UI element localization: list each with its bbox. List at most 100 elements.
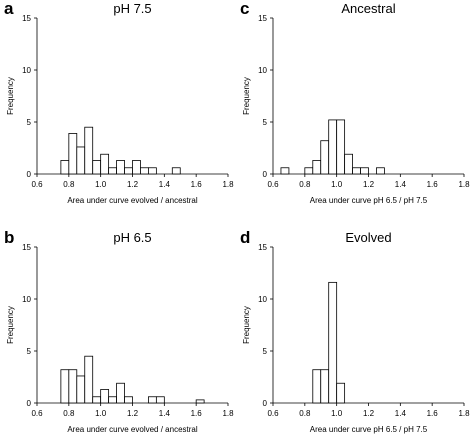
y-tick-label: 15 [22,243,31,252]
x-tick-label: 1.6 [191,180,203,189]
x-tick-label: 1.2 [363,409,375,418]
histogram-bar [328,119,338,175]
x-tick-label: 0.8 [299,180,311,189]
x-tick-label: 1.4 [395,409,407,418]
x-tick-label: 1.8 [222,180,234,189]
x-tick-label: 1.2 [127,409,139,418]
y-tick-label: 5 [263,118,268,127]
x-tick-label: 0.6 [267,180,279,189]
panel-letter: a [4,0,14,18]
y-tick-label: 5 [27,347,32,356]
histogram-bar [344,153,353,175]
y-tick-label: 0 [27,170,32,179]
panel-b: b pH 6.5 0.6 0.8 1.0 1.2 1.4 1.6 1.8 0 5 10 15 Area u… [4,228,234,434]
x-axis-label: Area under curve pH 6.5 / pH 7.5 [310,196,428,205]
x-axis-label: Area under curve evolved / ancestral [67,425,198,434]
histogram-bar [108,167,117,175]
histogram-bar [155,396,165,404]
panel-a: a pH 7.5 0.6 0.8 1.0 1.2 1.4 1.6 1.8 0 5 10 15 Area u… [4,0,234,205]
x-tick-label: 1.8 [458,180,470,189]
x-tick-label: 0.8 [299,409,311,418]
x-tick-label: 1.0 [331,409,343,418]
histogram-bar [360,167,369,175]
histogram-bar [140,167,149,175]
histogram-bar [124,167,133,175]
y-tick-label: 15 [258,243,267,252]
y-axis-label: Frequency [242,77,251,115]
histogram-bar [312,369,322,404]
x-tick-label: 1.0 [331,180,343,189]
x-tick-label: 1.4 [159,409,171,418]
histogram-bar [328,281,338,404]
histogram-bar [108,396,117,404]
histogram-bar [76,375,86,404]
panel-title: Evolved [345,230,391,245]
histogram-bar [148,396,157,404]
histogram-bar [280,167,290,175]
histogram-bar [60,369,70,404]
histogram-bar [336,382,346,404]
histogram-bar [352,167,361,175]
panel-title: pH 7.5 [113,1,151,16]
y-axis-label: Frequency [6,77,15,115]
x-tick-label: 1.8 [458,409,470,418]
x-tick-label: 1.6 [427,409,439,418]
x-tick-label: 1.8 [222,409,234,418]
x-tick-label: 1.4 [159,180,171,189]
histogram-bar [320,140,330,175]
histogram-bar [92,160,102,175]
histogram-bar [195,399,205,404]
histogram-bar [68,369,78,404]
y-tick-label: 0 [263,170,268,179]
y-tick-label: 10 [258,66,267,75]
histogram-bar [76,146,86,175]
panel-letter: c [240,0,249,18]
y-tick-label: 15 [22,14,31,23]
histogram-bar [100,389,110,404]
panel-title: pH 6.5 [113,230,151,245]
x-tick-label: 0.8 [63,180,75,189]
histogram-bar [68,133,78,175]
x-tick-label: 1.4 [395,180,407,189]
x-tick-label: 1.2 [127,180,139,189]
y-axis-label: Frequency [242,306,251,344]
histogram-bar [116,160,125,175]
histogram-bar [376,167,385,175]
panel-title: Ancestral [341,1,395,16]
x-axis-label: Area under curve pH 6.5 / pH 7.5 [310,425,428,434]
histogram-bar [336,119,346,175]
y-axis-label: Frequency [6,306,15,344]
x-tick-label: 1.0 [95,180,107,189]
x-tick-label: 0.8 [63,409,75,418]
histogram-bar [320,369,330,404]
histogram-bar [124,396,133,404]
histogram-bar [84,355,94,404]
histogram-bar [60,160,70,175]
histogram-bar [92,396,102,404]
panel-letter: b [4,228,14,247]
x-tick-label: 1.0 [95,409,107,418]
histogram-bar [171,167,181,175]
x-tick-label: 1.6 [191,409,203,418]
x-tick-label: 0.6 [267,409,279,418]
y-tick-label: 10 [22,66,31,75]
panel-d: d Evolved 0.6 0.8 1.0 1.2 1.4 1.6 1.8 0 5 10 15 Area … [240,228,470,434]
histogram-bar [84,126,94,175]
y-tick-label: 5 [27,118,32,127]
y-tick-label: 0 [263,399,268,408]
x-tick-label: 0.6 [31,409,43,418]
y-tick-label: 0 [27,399,32,408]
y-tick-label: 5 [263,347,268,356]
panel-c: c Ancestral 0.6 0.8 1.0 1.2 1.4 1.6 1.8 0 5 10 15 Are… [240,0,470,205]
histogram-bar [148,167,157,175]
panel-letter: d [240,228,250,247]
histogram-bar [312,160,322,175]
histogram-bar [100,153,110,175]
x-axis-label: Area under curve evolved / ancestral [67,196,198,205]
y-tick-label: 10 [22,295,31,304]
x-tick-label: 1.2 [363,180,375,189]
histogram-bar [304,167,314,175]
x-tick-label: 1.6 [427,180,439,189]
y-tick-label: 15 [258,14,267,23]
